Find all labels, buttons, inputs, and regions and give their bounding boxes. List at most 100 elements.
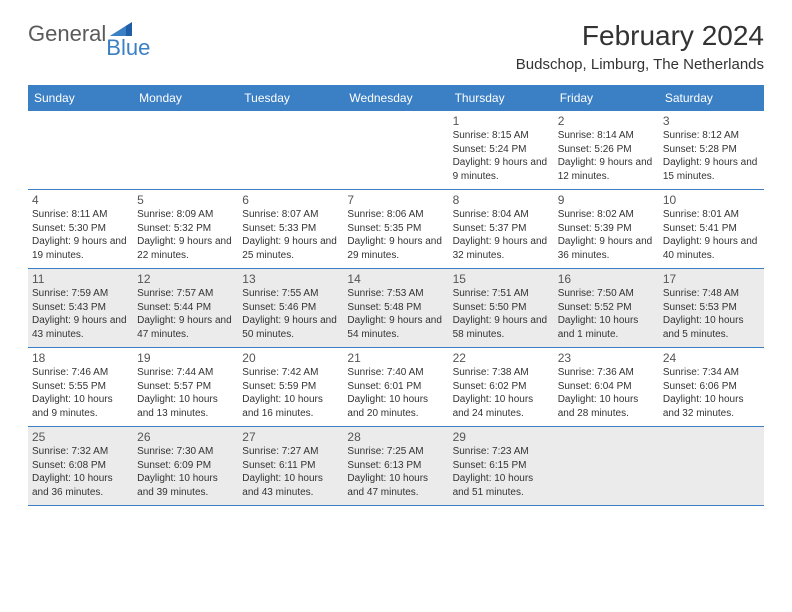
sunrise-line: Sunrise: 7:42 AM [242, 366, 339, 380]
logo-text-general: General [28, 21, 106, 47]
sunrise-line: Sunrise: 7:34 AM [663, 366, 760, 380]
day-number: 11 [32, 272, 129, 286]
daylight-line: Daylight: 10 hours and 43 minutes. [242, 472, 339, 499]
sunrise-line: Sunrise: 7:40 AM [347, 366, 444, 380]
sunset-line: Sunset: 6:01 PM [347, 380, 444, 394]
weekday-header: Sunday [28, 87, 133, 109]
day-number: 22 [453, 351, 550, 365]
day-number: 6 [242, 193, 339, 207]
sunset-line: Sunset: 5:52 PM [558, 301, 655, 315]
sunset-line: Sunset: 5:30 PM [32, 222, 129, 236]
sunrise-line: Sunrise: 7:32 AM [32, 445, 129, 459]
sunset-line: Sunset: 6:02 PM [453, 380, 550, 394]
week-row: 25Sunrise: 7:32 AMSunset: 6:08 PM Dayligh… [28, 427, 764, 506]
day-cell [343, 111, 448, 189]
day-cell: 6Sunrise: 8:07 AMSunset: 5:33 PMDaylight… [238, 190, 343, 268]
day-cell: 9Sunrise: 8:02 AMSunset: 5:39 PMDaylight… [554, 190, 659, 268]
day-cell: 10Sunrise: 8:01 AMSunset: 5:41 PMDayligh… [659, 190, 764, 268]
weekday-header: Wednesday [343, 87, 448, 109]
sunset-line: Sunset: 5:37 PM [453, 222, 550, 236]
weekday-header: Friday [554, 87, 659, 109]
day-cell: 26Sunrise: 7:30 AMSunset: 6:09 PMDayligh… [133, 427, 238, 505]
daylight-line: Daylight: 9 hours and 50 minutes. [242, 314, 339, 341]
header: General Blue February 2024 Budschop, Lim… [0, 0, 792, 81]
day-number: 4 [32, 193, 129, 207]
sunset-line: Sunset: 6:08 PM [32, 459, 129, 473]
daylight-line: Daylight: 10 hours and 5 minutes. [663, 314, 760, 341]
daylight-line: Daylight: 9 hours and 47 minutes. [137, 314, 234, 341]
daylight-line: Daylight: 9 hours and 9 minutes. [453, 156, 550, 183]
sunrise-line: Sunrise: 7:46 AM [32, 366, 129, 380]
day-cell: 23Sunrise: 7:36 AMSunset: 6:04 PMDayligh… [554, 348, 659, 426]
sunset-line: Sunset: 5:32 PM [137, 222, 234, 236]
location-text: Budschop, Limburg, The Netherlands [516, 56, 764, 73]
daylight-line: Daylight: 10 hours and 47 minutes. [347, 472, 444, 499]
day-cell: 7Sunrise: 8:06 AMSunset: 5:35 PMDaylight… [343, 190, 448, 268]
day-number: 23 [558, 351, 655, 365]
day-number: 10 [663, 193, 760, 207]
day-number: 21 [347, 351, 444, 365]
day-cell: 28Sunrise: 7:25 AMSunset: 6:13 PMDayligh… [343, 427, 448, 505]
day-number: 3 [663, 114, 760, 128]
day-cell: 21Sunrise: 7:40 AMSunset: 6:01 PMDayligh… [343, 348, 448, 426]
sunset-line: Sunset: 5:46 PM [242, 301, 339, 315]
sunrise-line: Sunrise: 7:36 AM [558, 366, 655, 380]
daylight-line: Daylight: 9 hours and 25 minutes. [242, 235, 339, 262]
weekday-header: Monday [133, 87, 238, 109]
day-cell: 1Sunrise: 8:15 AMSunset: 5:24 PMDaylight… [449, 111, 554, 189]
calendar: SundayMondayTuesdayWednesdayThursdayFrid… [28, 85, 764, 506]
sunrise-line: Sunrise: 7:57 AM [137, 287, 234, 301]
daylight-line: Daylight: 9 hours and 22 minutes. [137, 235, 234, 262]
sunrise-line: Sunrise: 8:11 AM [32, 208, 129, 222]
day-cell: 20Sunrise: 7:42 AMSunset: 5:59 PMDayligh… [238, 348, 343, 426]
sunrise-line: Sunrise: 7:48 AM [663, 287, 760, 301]
daylight-line: Daylight: 10 hours and 24 minutes. [453, 393, 550, 420]
day-cell: 22Sunrise: 7:38 AMSunset: 6:02 PMDayligh… [449, 348, 554, 426]
sunset-line: Sunset: 5:44 PM [137, 301, 234, 315]
daylight-line: Daylight: 10 hours and 20 minutes. [347, 393, 444, 420]
day-cell: 29Sunrise: 7:23 AMSunset: 6:15 PMDayligh… [449, 427, 554, 505]
sunset-line: Sunset: 5:53 PM [663, 301, 760, 315]
sunset-line: Sunset: 6:04 PM [558, 380, 655, 394]
logo: General Blue [28, 20, 176, 47]
day-cell: 19Sunrise: 7:44 AMSunset: 5:57 PMDayligh… [133, 348, 238, 426]
week-row: 11Sunrise: 7:59 AMSunset: 5:43 PM Dayligh… [28, 269, 764, 348]
daylight-line: Daylight: 9 hours and 54 minutes. [347, 314, 444, 341]
day-number: 24 [663, 351, 760, 365]
day-number: 9 [558, 193, 655, 207]
day-cell: 11Sunrise: 7:59 AMSunset: 5:43 PMDayligh… [28, 269, 133, 347]
day-cell: 8Sunrise: 8:04 AMSunset: 5:37 PMDaylight… [449, 190, 554, 268]
sunrise-line: Sunrise: 8:15 AM [453, 129, 550, 143]
day-cell [554, 427, 659, 505]
day-number: 5 [137, 193, 234, 207]
daylight-line: Daylight: 10 hours and 28 minutes. [558, 393, 655, 420]
sunset-line: Sunset: 5:55 PM [32, 380, 129, 394]
day-number: 17 [663, 272, 760, 286]
day-number: 13 [242, 272, 339, 286]
day-cell: 3Sunrise: 8:12 AMSunset: 5:28 PMDaylight… [659, 111, 764, 189]
day-number: 14 [347, 272, 444, 286]
day-number: 25 [32, 430, 129, 444]
week-row: 4Sunrise: 8:11 AMSunset: 5:30 PM Daylight… [28, 190, 764, 269]
sunrise-line: Sunrise: 7:59 AM [32, 287, 129, 301]
day-number: 12 [137, 272, 234, 286]
day-cell: 4Sunrise: 8:11 AMSunset: 5:30 PMDaylight… [28, 190, 133, 268]
daylight-line: Daylight: 9 hours and 58 minutes. [453, 314, 550, 341]
sunrise-line: Sunrise: 8:14 AM [558, 129, 655, 143]
sunset-line: Sunset: 5:57 PM [137, 380, 234, 394]
day-number: 27 [242, 430, 339, 444]
sunrise-line: Sunrise: 8:12 AM [663, 129, 760, 143]
weekday-header: Thursday [449, 87, 554, 109]
sunrise-line: Sunrise: 8:07 AM [242, 208, 339, 222]
sunset-line: Sunset: 5:43 PM [32, 301, 129, 315]
day-cell [659, 427, 764, 505]
sunrise-line: Sunrise: 8:09 AM [137, 208, 234, 222]
sunrise-line: Sunrise: 7:30 AM [137, 445, 234, 459]
sunrise-line: Sunrise: 7:38 AM [453, 366, 550, 380]
day-cell [238, 111, 343, 189]
weekday-header: Tuesday [238, 87, 343, 109]
day-cell: 17Sunrise: 7:48 AMSunset: 5:53 PMDayligh… [659, 269, 764, 347]
day-cell [133, 111, 238, 189]
day-cell: 24Sunrise: 7:34 AMSunset: 6:06 PMDayligh… [659, 348, 764, 426]
sunset-line: Sunset: 5:35 PM [347, 222, 444, 236]
